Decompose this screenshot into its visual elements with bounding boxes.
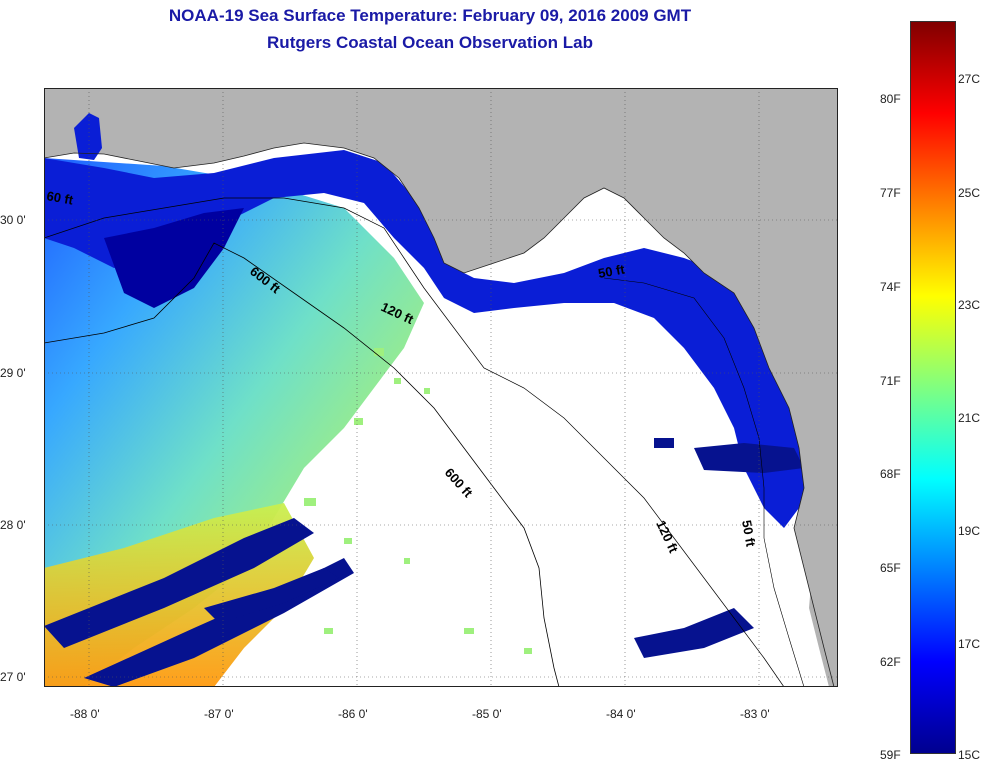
- isobath-600ft: [44, 242, 560, 687]
- colorbar-f-59: 59F: [880, 748, 901, 762]
- colorbar-f-68: 68F: [880, 467, 901, 481]
- land-panhandle: [44, 88, 838, 687]
- lon-label-86: -86 0': [338, 707, 368, 721]
- coastline: [44, 142, 835, 687]
- colorbar-c-25: 25C: [958, 186, 981, 200]
- isobath-120ft: [44, 197, 785, 687]
- sst-map-panel: 600 ft 600 ft 120 ft 120 ft 60 ft 50 ft …: [44, 88, 838, 687]
- cold-patches: [634, 438, 804, 658]
- temperature-colorbar: [910, 21, 956, 754]
- colorbar-f-71: 71F: [880, 374, 901, 388]
- lon-label-84: -84 0': [606, 707, 636, 721]
- lon-label-87: -87 0': [204, 707, 234, 721]
- colorbar-f-80: 80F: [880, 92, 901, 106]
- sst-speckle: [304, 348, 532, 654]
- lon-label-85: -85 0': [472, 707, 502, 721]
- colorbar-f-62: 62F: [880, 655, 901, 669]
- colorbar-c-15: 15C: [958, 748, 981, 762]
- colorbar-c-27: 27C: [958, 72, 981, 86]
- lat-label-29: 29 0': [0, 366, 26, 380]
- cold-streaks: [44, 518, 354, 687]
- lat-label-30: 30 0': [0, 213, 26, 227]
- cold-coastal-water: [44, 150, 809, 528]
- cold-core: [104, 208, 244, 308]
- isobath-label-60: 60 ft: [45, 188, 75, 208]
- isobath-label-50-south: 50 ft: [739, 519, 759, 549]
- colorbar-c-23: 23C: [958, 298, 981, 312]
- land-mobile-bay: [74, 113, 102, 160]
- lon-label-83: -83 0': [740, 707, 770, 721]
- isobath-label-50-north: 50 ft: [597, 261, 627, 281]
- lat-label-27: 27 0': [0, 670, 26, 684]
- isobath-50ft: [603, 277, 805, 687]
- colorbar-f-77: 77F: [880, 186, 901, 200]
- sst-map: 600 ft 600 ft 120 ft 120 ft 60 ft 50 ft …: [44, 88, 838, 687]
- colorbar-c-19: 19C: [958, 524, 981, 538]
- colorbar-c-21: 21C: [958, 411, 981, 425]
- map-frame: [44, 88, 838, 687]
- colorbar-f-74: 74F: [880, 280, 901, 294]
- colorbar-c-17: 17C: [958, 637, 981, 651]
- graticule: [44, 88, 838, 687]
- colorbar-f-65: 65F: [880, 561, 901, 575]
- map-title: NOAA-19 Sea Surface Temperature: Februar…: [168, 6, 692, 25]
- land-peninsula: [809, 528, 838, 687]
- map-subtitle: Rutgers Coastal Ocean Observation Lab: [267, 33, 593, 52]
- lat-label-28: 28 0': [0, 518, 26, 532]
- lon-label-88: -88 0': [70, 707, 100, 721]
